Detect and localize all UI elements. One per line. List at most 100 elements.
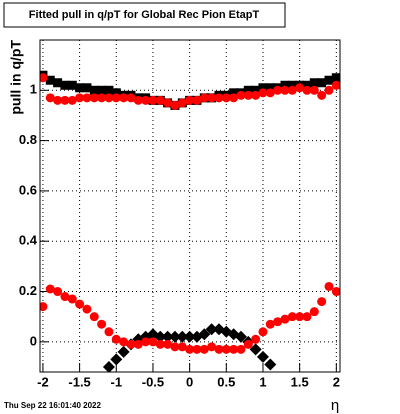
x-tick-label: 1.5: [291, 374, 309, 389]
marker: [295, 312, 305, 322]
marker: [60, 80, 70, 90]
marker: [82, 93, 92, 103]
marker: [251, 85, 261, 95]
marker: [280, 85, 290, 95]
marker: [264, 358, 277, 371]
marker: [40, 302, 48, 312]
marker: [117, 345, 130, 358]
marker: [302, 80, 312, 90]
x-tick-label: 2: [333, 374, 340, 389]
marker: [185, 344, 195, 354]
marker: [243, 85, 253, 95]
marker: [161, 330, 174, 343]
marker: [141, 337, 151, 347]
marker: [258, 88, 268, 98]
marker: [104, 85, 114, 95]
y-tick-label: 0.8: [19, 132, 37, 147]
marker: [141, 95, 151, 105]
chart-title: Fitted pull in q/pT for Global Rec Pion …: [29, 9, 260, 21]
marker: [273, 85, 283, 95]
marker: [126, 93, 136, 103]
marker: [89, 312, 99, 322]
marker: [302, 312, 312, 322]
y-tick-label: 1: [30, 82, 37, 97]
marker: [243, 339, 253, 349]
timestamp: Thu Sep 22 16:01:40 2022: [4, 401, 101, 410]
marker: [67, 80, 77, 90]
marker: [97, 319, 107, 329]
marker: [177, 98, 187, 108]
marker: [119, 337, 129, 347]
marker: [280, 314, 290, 324]
y-tick-label: 0.4: [19, 233, 38, 248]
marker: [89, 85, 99, 95]
plot-frame: [39, 39, 341, 373]
marker: [331, 287, 340, 297]
marker: [60, 292, 70, 302]
marker: [229, 88, 239, 98]
marker: [82, 304, 92, 314]
marker: [119, 93, 129, 103]
marker: [287, 80, 297, 90]
marker: [75, 299, 85, 309]
marker: [199, 344, 209, 354]
marker: [295, 83, 305, 93]
marker: [82, 83, 92, 93]
y-tick-label: 0.6: [19, 182, 37, 197]
marker: [75, 93, 85, 103]
marker: [221, 344, 231, 354]
marker: [183, 330, 196, 343]
marker: [67, 95, 77, 105]
marker: [60, 95, 70, 105]
marker: [324, 85, 334, 95]
marker: [53, 95, 63, 105]
marker: [229, 344, 239, 354]
marker: [234, 330, 247, 343]
marker: [280, 80, 290, 90]
x-tick-label: -1: [111, 374, 123, 389]
marker: [111, 93, 121, 103]
marker: [185, 95, 195, 105]
x-tick-label: 0: [186, 374, 193, 389]
marker: [89, 93, 99, 103]
marker: [331, 80, 340, 90]
marker: [205, 323, 218, 336]
marker: [207, 93, 217, 103]
marker: [229, 93, 239, 103]
marker: [198, 328, 211, 341]
marker: [67, 294, 77, 304]
marker: [251, 90, 261, 100]
marker: [45, 75, 55, 85]
x-tick-label: -0.5: [142, 374, 164, 389]
marker: [97, 93, 107, 103]
y-tick-label: 0: [30, 333, 37, 348]
marker: [110, 353, 123, 366]
marker: [265, 319, 275, 329]
title-box: [3, 2, 286, 28]
marker: [53, 287, 63, 297]
marker: [40, 73, 48, 83]
marker: [111, 334, 121, 344]
marker: [45, 284, 55, 294]
markers: [40, 70, 340, 372]
marker: [199, 93, 209, 103]
marker: [155, 339, 165, 349]
marker: [75, 83, 85, 93]
marker: [309, 85, 319, 95]
marker: [192, 344, 202, 354]
x-tick-label: 1: [259, 374, 266, 389]
marker: [317, 90, 327, 100]
marker: [236, 344, 246, 354]
marker: [168, 330, 181, 343]
y-tick-label: 0.2: [19, 283, 37, 298]
marker: [287, 85, 297, 95]
x-tick-label: -2: [37, 374, 49, 389]
marker: [154, 330, 167, 343]
marker: [258, 327, 268, 337]
marker: [104, 93, 114, 103]
marker: [258, 83, 268, 93]
marker: [126, 339, 136, 349]
marker: [309, 307, 319, 317]
marker: [331, 73, 340, 83]
